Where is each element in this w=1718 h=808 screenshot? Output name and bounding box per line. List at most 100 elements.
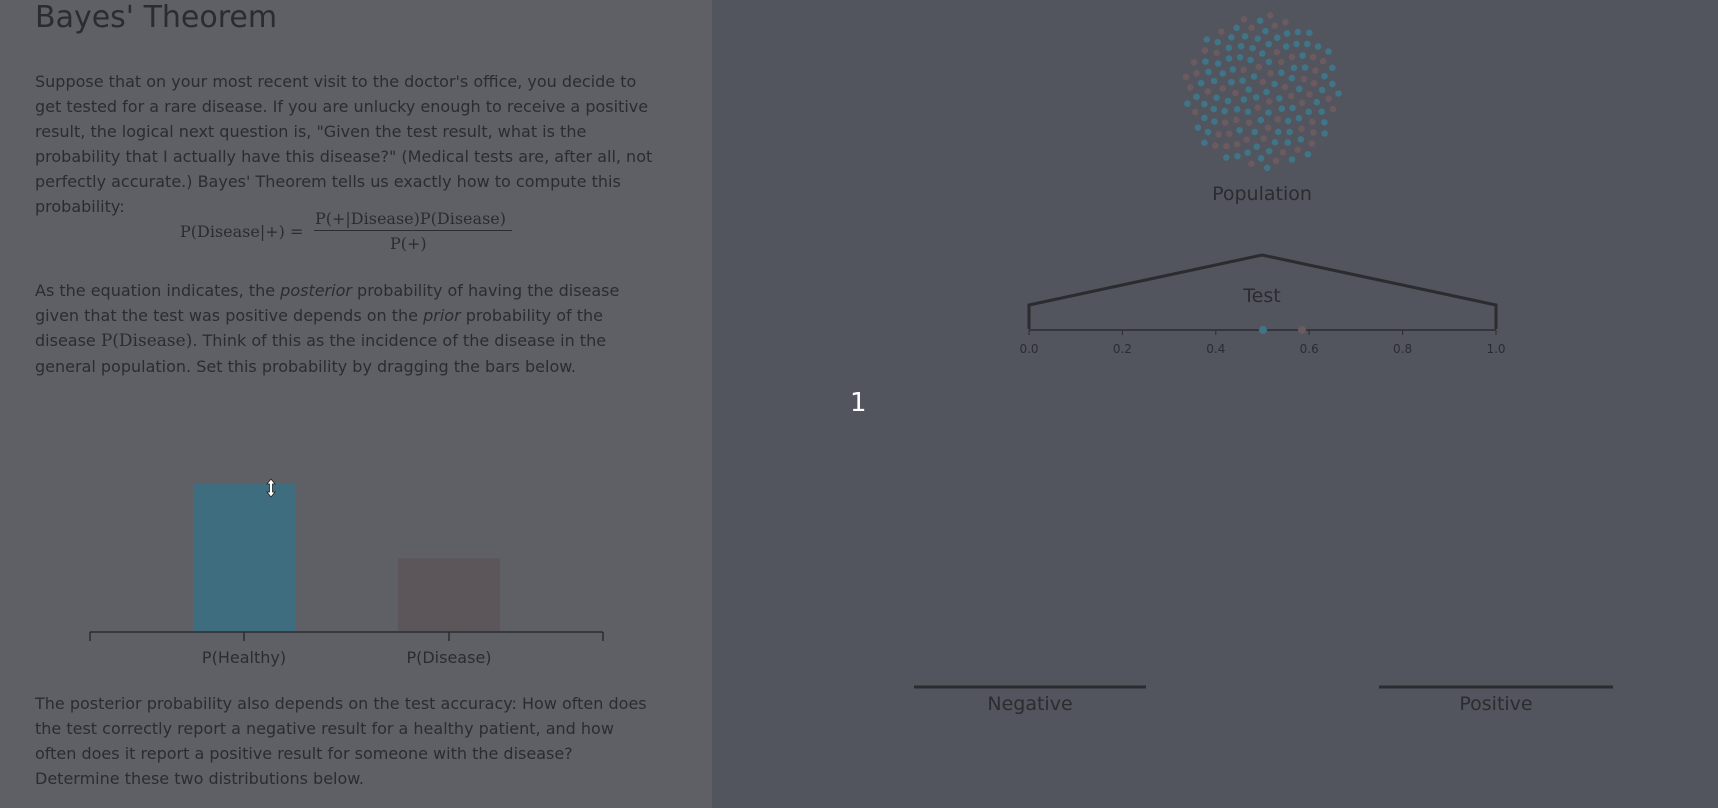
population-dot-disease [1312, 67, 1319, 74]
population-dot-disease [1232, 116, 1240, 124]
population-dot-disease [1219, 85, 1226, 92]
population-dot-healthy [1299, 52, 1306, 59]
population-dot-disease [1309, 53, 1317, 61]
population-dot-healthy [1304, 151, 1312, 158]
tick-label-healthy: P(Healthy) [202, 648, 286, 667]
population-dot-healthy [1296, 85, 1303, 93]
population-dot-healthy [1233, 24, 1240, 32]
population-dot-healthy [1245, 86, 1252, 93]
population-dot-disease [1248, 24, 1255, 32]
prior-bar-chart: P(Healthy) P(Disease) [89, 478, 604, 667]
population-dot-disease [1264, 124, 1272, 132]
population-dot-disease [1281, 83, 1289, 91]
population-dot-healthy [1313, 98, 1321, 106]
population-dot-healthy [1288, 156, 1296, 163]
population-dot-disease [1186, 84, 1194, 91]
population-dot-healthy [1254, 35, 1262, 42]
population-dot-healthy [1223, 154, 1230, 161]
population-dot-healthy [1203, 36, 1211, 43]
population-dot-disease [1274, 116, 1281, 123]
population-dot-healthy [1219, 70, 1227, 77]
population-dot-healthy [1251, 128, 1258, 136]
population-dot-healthy [1224, 97, 1232, 105]
population-dot-healthy [1314, 43, 1322, 50]
population-dot-healthy [1247, 56, 1254, 64]
prior-text-1: As the equation indicates, the [35, 281, 281, 300]
population-dot-disease [1272, 157, 1280, 165]
population-dot-disease [1266, 12, 1274, 19]
population-dot-healthy [1288, 74, 1296, 82]
population-dot-disease [1319, 58, 1327, 65]
population-dot-healthy [1221, 107, 1228, 115]
population-dot-healthy [1263, 88, 1270, 96]
population-dot-disease [1309, 118, 1316, 126]
accuracy-paragraph: The posterior probability also depends o… [35, 694, 647, 788]
population-dot-healthy [1329, 64, 1336, 72]
population-dot-healthy [1239, 77, 1246, 84]
population-dot-disease [1282, 18, 1289, 26]
population-dot-healthy [1265, 58, 1273, 66]
prior-math: P(Disease) [100, 331, 193, 351]
population-dot-healthy [1250, 73, 1258, 80]
population-dot-healthy [1257, 116, 1264, 124]
population-dot-healthy [1276, 95, 1283, 102]
prior-bar-pdisease[interactable] [398, 558, 500, 631]
prior-bar-phealthy[interactable] [193, 483, 295, 631]
population-dot-healthy [1257, 155, 1265, 162]
population-dot-disease [1310, 80, 1318, 87]
population-dot-disease [1248, 160, 1255, 167]
population-dot-healthy [1321, 130, 1328, 137]
population-dot-healthy [1214, 38, 1221, 46]
population-dot-healthy [1210, 105, 1218, 113]
population-label: Population [1212, 183, 1312, 205]
population-dot-healthy [1293, 40, 1300, 48]
step-counter: 1 [850, 388, 867, 418]
population-dot-disease [1221, 119, 1229, 126]
population-dot-healthy [1229, 66, 1237, 73]
tick-label-disease: P(Disease) [406, 648, 491, 667]
population-dot-disease [1232, 89, 1239, 97]
population-dot-healthy [1278, 105, 1286, 112]
population-dot-disease [1212, 142, 1219, 149]
test-axis-tick-label: 1.0 [1486, 342, 1505, 356]
test-axis-tick-label: 0.8 [1393, 342, 1412, 356]
population-dot-healthy [1244, 149, 1251, 156]
population-dot-disease [1213, 49, 1220, 57]
population-dot-healthy [1201, 100, 1208, 108]
population-dot-healthy [1201, 139, 1208, 147]
population-dot-healthy [1273, 34, 1281, 41]
population-dot-healthy [1265, 40, 1272, 48]
population-dot-healthy [1290, 64, 1298, 72]
test-axis-tick-label: 0.4 [1206, 342, 1225, 356]
population-dot-disease [1298, 99, 1306, 107]
population-dot-healthy [1214, 60, 1222, 67]
population-dot-healthy [1271, 139, 1279, 146]
population-dot-healthy [1318, 108, 1325, 115]
population-dot-healthy [1284, 139, 1291, 146]
population-dot-healthy [1228, 34, 1235, 41]
population-dot-healthy [1201, 114, 1208, 122]
population-dot-disease [1240, 66, 1247, 74]
population-dot-healthy [1282, 43, 1290, 50]
population-dot-healthy [1236, 54, 1244, 61]
population-dot-healthy [1205, 68, 1212, 76]
population-dot-disease [1243, 136, 1250, 143]
population-dot-disease [1271, 22, 1278, 30]
population-dot-healthy [1197, 79, 1205, 87]
population-dot-healthy [1263, 164, 1271, 172]
article-panel: Bayes' Theorem Suppose that on your most… [0, 0, 712, 808]
equation-numerator: P(+|Disease)P(Disease) [315, 209, 506, 228]
population-dot-disease [1310, 129, 1317, 136]
prior-text-2: probability of having the disease given … [35, 281, 620, 325]
population-dot-healthy [1265, 109, 1272, 116]
population-dot-disease [1278, 58, 1285, 66]
population-dot-healthy [1213, 94, 1220, 101]
population-dot-disease [1226, 130, 1233, 138]
population-dot-healthy [1295, 114, 1303, 122]
population-dot-healthy [1318, 86, 1326, 94]
population-dot-disease [1279, 149, 1287, 156]
population-dot-disease [1201, 47, 1209, 54]
test-axis-tick-label: 0.2 [1113, 342, 1132, 356]
population-dot-healthy [1240, 96, 1248, 103]
population-dot-healthy [1211, 118, 1218, 125]
